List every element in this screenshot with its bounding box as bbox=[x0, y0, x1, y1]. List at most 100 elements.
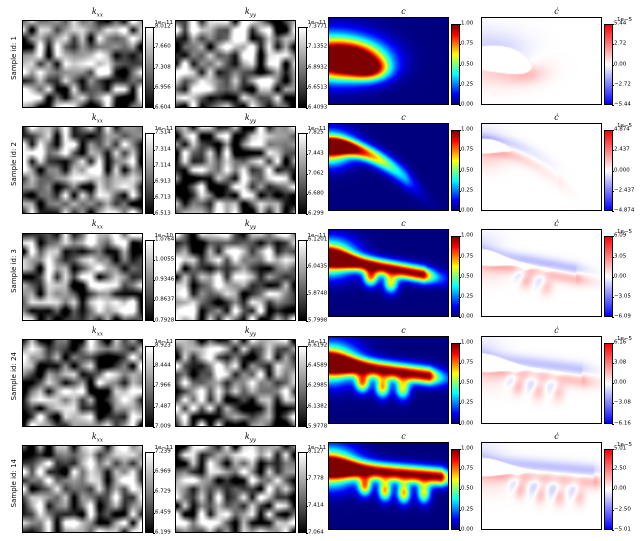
heatmap-canvas bbox=[481, 442, 602, 530]
colorbar-tick-label: 8.127 bbox=[308, 449, 324, 455]
colorbar-ticks: 4.8742.4370.000−2.437−4.874 bbox=[613, 130, 632, 211]
colorbar-tick-label: 0.00 bbox=[614, 487, 626, 493]
panel-title: c bbox=[328, 220, 479, 228]
colorbar-tick-label: 7.3771 bbox=[308, 24, 327, 30]
panel-title: kyy bbox=[175, 327, 326, 338]
panel-title: kxx bbox=[22, 8, 173, 19]
colorbar-tick-label: 6.8932 bbox=[308, 65, 327, 71]
colorbar-tick-label: 8.444 bbox=[155, 363, 171, 369]
panel-title: c bbox=[328, 114, 479, 122]
colorbar-tick-label: 0.000 bbox=[614, 168, 630, 174]
colorbar-ticks: 5.442.720.00−2.72−5.44 bbox=[613, 24, 632, 105]
colorbar-tick-label: 0.50 bbox=[461, 62, 473, 68]
colorbar-tick-label: 8.012 bbox=[155, 24, 171, 30]
colorbar-ticks: 1.000.750.500.250.00 bbox=[460, 236, 479, 317]
panel-cell: kyy1e−116.12016.04355.87485.7998 bbox=[175, 220, 326, 320]
panel-cell: c1.000.750.500.250.00 bbox=[328, 8, 479, 108]
colorbar-tick-label: −6.16 bbox=[614, 421, 631, 427]
colorbar-tick-label: 0.50 bbox=[461, 168, 473, 174]
colorbar-tick-label: −2.437 bbox=[614, 188, 634, 194]
panel-title: kyy bbox=[175, 220, 326, 231]
colorbar: 1e−117.37717.13526.89326.65136.4093 bbox=[298, 20, 326, 108]
colorbar-tick-label: 0.00 bbox=[614, 274, 626, 280]
colorbar-tick-label: 7.308 bbox=[155, 65, 171, 71]
colorbar-tick-label: 0.25 bbox=[461, 507, 473, 513]
colorbar-strip bbox=[145, 133, 154, 214]
colorbar-ticks: 8.0127.6607.3086.9566.604 bbox=[154, 27, 173, 108]
colorbar: 1e−116.61926.45896.29856.13825.9778 bbox=[298, 339, 326, 427]
colorbar-tick-label: 1.00 bbox=[461, 234, 473, 240]
colorbar-tick-label: 0.25 bbox=[461, 188, 473, 194]
heatmap-canvas bbox=[22, 339, 143, 427]
heatmap-canvas bbox=[175, 233, 296, 321]
colorbar-tick-label: −5.01 bbox=[614, 527, 631, 533]
panel-cell: kyy1e−117.37717.13526.89326.65136.4093 bbox=[175, 8, 326, 108]
colorbar-tick-label: 7.966 bbox=[155, 384, 171, 390]
heatmap-canvas bbox=[175, 445, 296, 533]
panel-cell: kxx1e−101.07641.00550.93460.86370.7928 bbox=[22, 220, 173, 320]
colorbar-tick-label: 0.50 bbox=[461, 274, 473, 280]
colorbar-tick-label: 5.44 bbox=[614, 21, 626, 27]
colorbar-tick-label: 7.825 bbox=[308, 131, 324, 137]
heatmap-canvas bbox=[328, 336, 449, 424]
colorbar-tick-label: 5.7998 bbox=[308, 318, 327, 324]
colorbar-tick-label: 6.956 bbox=[155, 85, 171, 91]
row-label: Sample id: 24 bbox=[10, 352, 18, 400]
panel-cell: ċ1e−55.442.720.00−2.72−5.44 bbox=[481, 8, 632, 108]
colorbar-tick-label: 6.6192 bbox=[308, 343, 327, 349]
colorbar-tick-label: 6.16 bbox=[614, 340, 626, 346]
colorbar-tick-label: 6.4093 bbox=[308, 105, 327, 111]
panel-title: ċ bbox=[481, 114, 632, 122]
colorbar-tick-label: 5.01 bbox=[614, 446, 626, 452]
colorbar-tick-label: 0.00 bbox=[614, 380, 626, 386]
colorbar-tick-label: −2.50 bbox=[614, 507, 631, 513]
colorbar-tick-label: 1.0055 bbox=[155, 257, 174, 263]
colorbar: 1.000.750.500.250.00 bbox=[451, 336, 479, 424]
colorbar-tick-label: 6.713 bbox=[155, 195, 171, 201]
colorbar-tick-label: 2.72 bbox=[614, 42, 626, 48]
colorbar-tick-label: 0.25 bbox=[461, 82, 473, 88]
colorbar-ticks: 1.000.750.500.250.00 bbox=[460, 449, 479, 530]
colorbar-tick-label: 0.75 bbox=[461, 254, 473, 260]
colorbar-tick-label: 4.874 bbox=[614, 127, 630, 133]
colorbar: 1e−56.093.050.00−3.05−6.09 bbox=[604, 229, 632, 317]
panel-cell: kyy1e−118.1277.7787.4147.064 bbox=[175, 433, 326, 533]
panel-title: c bbox=[328, 433, 479, 441]
colorbar-tick-label: 0.00 bbox=[461, 208, 473, 214]
colorbar-tick-label: 2.437 bbox=[614, 148, 630, 154]
panel-title: kxx bbox=[22, 114, 173, 125]
colorbar-tick-label: 6.913 bbox=[155, 179, 171, 185]
colorbar: 1.000.750.500.250.00 bbox=[451, 17, 479, 105]
colorbar: 1e−116.12016.04355.87485.7998 bbox=[298, 233, 326, 321]
colorbar-tick-label: 7.062 bbox=[308, 171, 324, 177]
panel-cell: kxx1e−117.5147.3147.1146.9136.7136.513 bbox=[22, 114, 173, 214]
heatmap-canvas bbox=[22, 445, 143, 533]
colorbar-tick-label: 0.25 bbox=[461, 294, 473, 300]
colorbar-tick-label: 0.75 bbox=[461, 148, 473, 154]
colorbar-tick-label: 7.443 bbox=[308, 151, 324, 157]
colorbar-ticks: 7.2396.9696.7296.4596.199 bbox=[154, 452, 173, 533]
colorbar-tick-label: 7.660 bbox=[155, 45, 171, 51]
colorbar-tick-label: 6.513 bbox=[155, 212, 171, 218]
colorbar: 1e−55.442.720.00−2.72−5.44 bbox=[604, 17, 632, 105]
colorbar-tick-label: 1.00 bbox=[461, 127, 473, 133]
colorbar-ticks: 6.12016.04355.87485.7998 bbox=[307, 240, 326, 321]
panel-cell: ċ1e−56.093.050.00−3.05−6.09 bbox=[481, 220, 632, 320]
row-label: Sample id: 2 bbox=[10, 142, 18, 186]
panel-cell: ċ1e−55.012.500.00−2.50−5.01 bbox=[481, 433, 632, 533]
panel-title: c bbox=[328, 327, 479, 335]
colorbar-tick-label: 0.00 bbox=[461, 421, 473, 427]
panel-title: kyy bbox=[175, 433, 326, 444]
colorbar-tick-label: 6.299 bbox=[308, 212, 324, 218]
panel-title: ċ bbox=[481, 433, 632, 441]
colorbar: 1e−118.1277.7787.4147.064 bbox=[298, 445, 326, 533]
colorbar-tick-label: 1.0764 bbox=[155, 237, 174, 243]
colorbar: 1e−117.5147.3147.1146.9136.7136.513 bbox=[145, 126, 173, 214]
colorbar-ticks: 8.1277.7787.4147.064 bbox=[307, 452, 326, 533]
colorbar: 1.00 0.75 0.50 0.25 0.00 bbox=[451, 123, 479, 211]
colorbar-tick-label: 5.8748 bbox=[308, 291, 327, 297]
colorbar-ticks: 6.093.050.00−3.05−6.09 bbox=[613, 236, 632, 317]
heatmap-canvas bbox=[22, 233, 143, 321]
colorbar-tick-label: −3.08 bbox=[614, 401, 631, 407]
heatmap-canvas bbox=[328, 442, 449, 530]
